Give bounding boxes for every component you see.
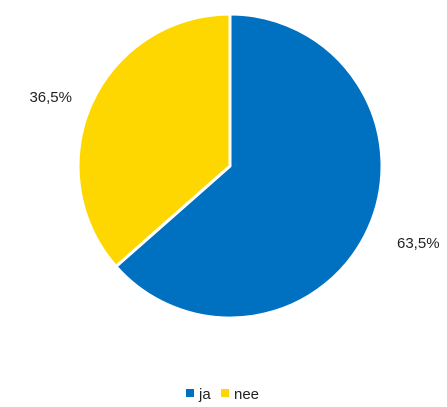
pie-slices: [76, 12, 384, 320]
legend-swatch-nee: [221, 389, 229, 397]
pie-slice-ja: [114, 12, 384, 320]
legend-swatch-ja: [186, 389, 194, 397]
legend-label-ja: ja: [198, 386, 211, 403]
data-label-ja: 63,5%: [397, 235, 440, 252]
legend: ja nee: [186, 386, 259, 403]
legend-label-nee: nee: [234, 386, 259, 403]
pie-slice-nee: [76, 12, 232, 269]
data-label-nee: 36,5%: [29, 89, 72, 106]
